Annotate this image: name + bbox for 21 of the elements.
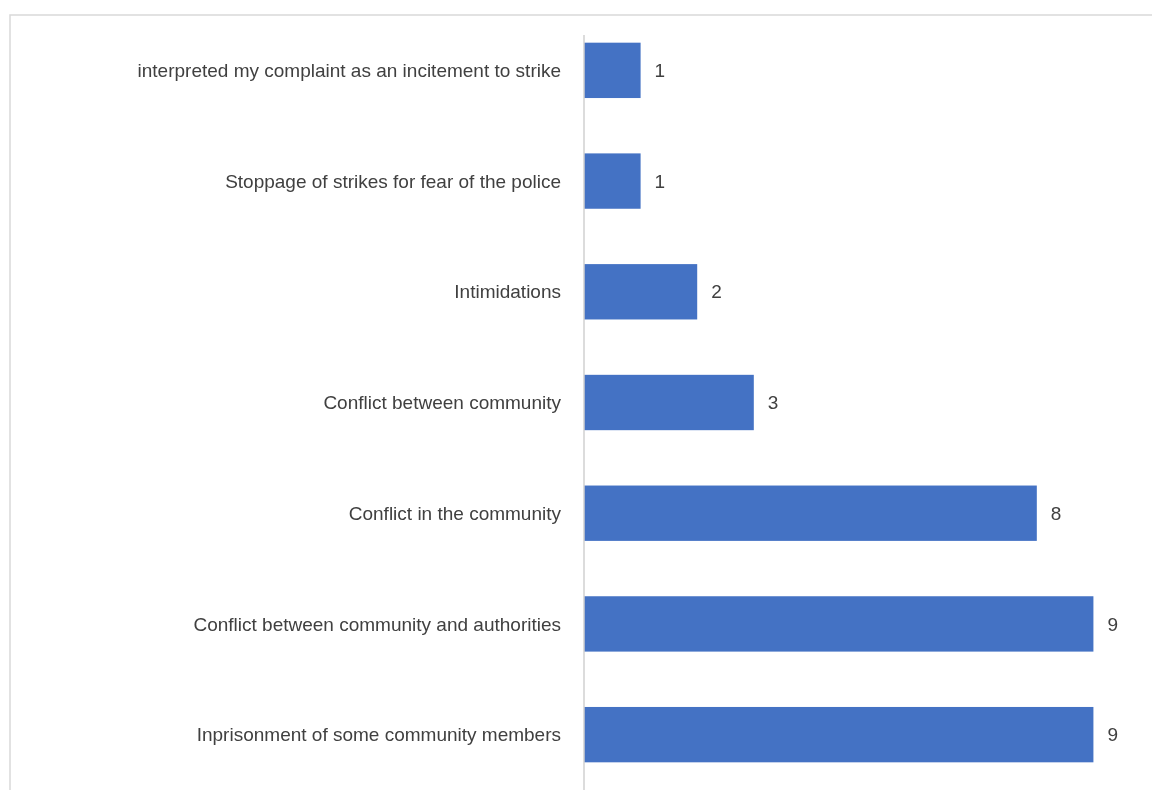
data-label: 9 bbox=[1107, 613, 1118, 635]
y-tick-label: Inprisonment of some community members bbox=[196, 724, 561, 746]
y-tick-label: Conflict between community and authorities bbox=[193, 613, 561, 635]
data-label: 1 bbox=[654, 170, 666, 192]
y-tick-label: Conflict in the community bbox=[348, 502, 562, 524]
data-label: 3 bbox=[767, 392, 779, 414]
bar bbox=[584, 596, 1094, 652]
y-tick-label: Intimidations bbox=[454, 281, 561, 303]
bar bbox=[584, 706, 1094, 763]
y-tick-label: Conflict between community bbox=[323, 392, 562, 414]
data-label: 9 bbox=[1107, 724, 1118, 746]
y-tick-label: interpreted my complaint as an incitement to strike bbox=[137, 60, 561, 82]
bar bbox=[584, 42, 641, 99]
data-label: 1 bbox=[654, 60, 666, 82]
bar bbox=[584, 153, 641, 209]
bar bbox=[584, 264, 698, 320]
bar bbox=[584, 485, 1037, 541]
data-label: 2 bbox=[711, 281, 722, 303]
y-tick-label: Stoppage of strikes for fear of the police bbox=[225, 170, 561, 192]
bar bbox=[584, 374, 754, 431]
data-label: 8 bbox=[1050, 502, 1062, 524]
